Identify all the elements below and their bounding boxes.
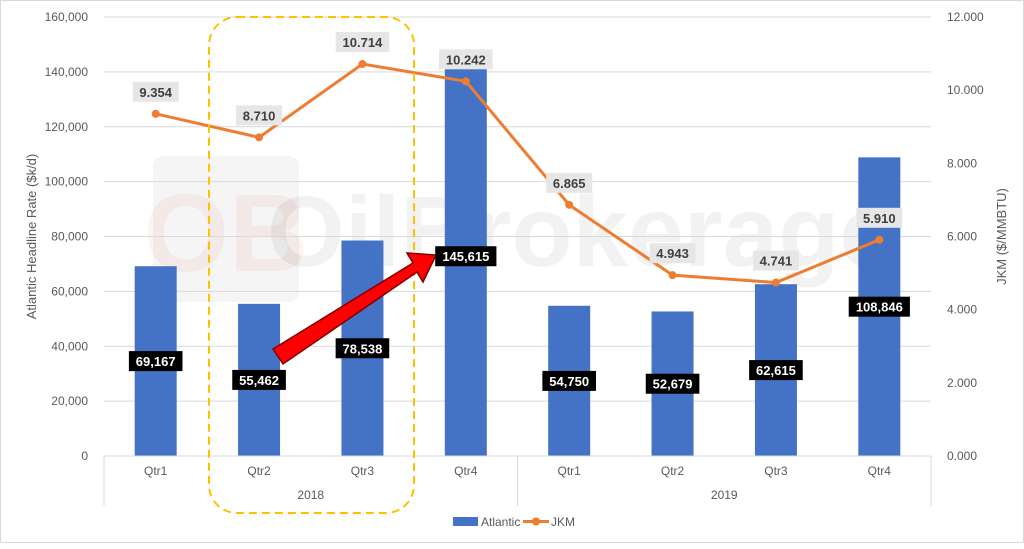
- y2-tick-label: 8.000: [947, 156, 977, 170]
- y2-tick-label: 10.000: [947, 83, 984, 97]
- x-tick-label: Qtr4: [454, 464, 478, 478]
- bar-data-label-box: [128, 351, 183, 372]
- bar-data-label-box: [645, 373, 700, 394]
- legend-swatch-atlantic: [453, 517, 478, 526]
- y-tick-label: 60,000: [51, 284, 88, 298]
- bar-data-label-box: [435, 246, 497, 267]
- y-tick-label: 100,000: [45, 175, 89, 189]
- bar-data-label: 69,167: [136, 354, 176, 369]
- x-tick-label: Qtr1: [558, 464, 582, 478]
- jkm-point: [461, 77, 470, 86]
- y2-tick-label: 6.000: [947, 230, 977, 244]
- bar-data-label: 52,679: [653, 377, 693, 392]
- legend-label-atlantic: Atlantic: [481, 515, 520, 529]
- jkm-data-label-box: [236, 105, 283, 126]
- jkm-data-label-box: [439, 49, 493, 70]
- x-tick-label: Qtr3: [764, 464, 788, 478]
- y-tick-label: 120,000: [45, 120, 89, 134]
- x-tick-label: Qtr3: [351, 464, 375, 478]
- bar-data-label: 55,462: [239, 373, 279, 388]
- bar-data-label-box: [232, 369, 286, 390]
- y-tick-label: 140,000: [45, 65, 89, 79]
- y-axis-title: Atlantic Headline Rate ($k/d): [24, 154, 39, 319]
- y-tick-label: 20,000: [51, 394, 88, 408]
- jkm-data-label-box: [335, 32, 390, 53]
- bar-data-label: 108,846: [856, 300, 903, 315]
- bar-data-label: 54,750: [549, 374, 589, 389]
- jkm-data-label-box: [752, 250, 799, 271]
- watermark-logo-box: [153, 156, 299, 302]
- jkm-data-label: 4.741: [760, 254, 793, 269]
- jkm-data-label: 10.714: [343, 35, 384, 50]
- y-tick-label: 160,000: [45, 10, 89, 24]
- x-group-label: 2019: [711, 488, 738, 502]
- jkm-point: [771, 278, 780, 287]
- red-arrow: [271, 252, 438, 366]
- jkm-data-label: 9.354: [139, 85, 172, 100]
- x-tick-label: Qtr2: [661, 464, 685, 478]
- y2-tick-label: 2.000: [947, 376, 977, 390]
- y2-tick-label: 0.000: [947, 449, 977, 463]
- jkm-data-label-box: [132, 81, 179, 102]
- jkm-point: [358, 60, 367, 69]
- jkm-data-label: 10.242: [446, 52, 486, 67]
- y-tick-label: 0: [81, 449, 88, 463]
- jkm-data-label-box: [649, 243, 696, 264]
- legend-label-jkm: JKM: [551, 515, 575, 529]
- bar-data-label-box: [335, 338, 390, 359]
- jkm-data-label: 4.943: [656, 246, 689, 261]
- jkm-data-label-box: [856, 207, 903, 228]
- bar-data-label-box: [848, 296, 910, 317]
- y2-tick-label: 4.000: [947, 303, 977, 317]
- jkm-point: [668, 271, 677, 280]
- jkm-point: [151, 109, 160, 118]
- bar-data-label-box: [542, 370, 596, 391]
- y2-axis-title: JKM ($/MMBTU): [994, 188, 1009, 285]
- jkm-point: [255, 133, 264, 142]
- jkm-data-label: 6.865: [553, 176, 586, 191]
- bar-data-label: 62,615: [756, 363, 796, 378]
- jkm-point: [875, 235, 884, 244]
- bar-data-label-box: [749, 360, 803, 381]
- x-tick-label: Qtr1: [144, 464, 168, 478]
- y-tick-label: 40,000: [51, 339, 88, 353]
- jkm-point: [565, 200, 574, 209]
- y-tick-label: 80,000: [51, 230, 88, 244]
- x-tick-label: Qtr4: [868, 464, 892, 478]
- y2-tick-label: 12.000: [947, 10, 984, 24]
- jkm-data-label-box: [546, 172, 593, 193]
- x-tick-label: Qtr2: [247, 464, 271, 478]
- jkm-data-label: 8.710: [243, 108, 276, 123]
- x-group-label: 2018: [297, 488, 324, 502]
- bar-data-label: 78,538: [343, 341, 383, 356]
- legend-marker-jkm: [532, 517, 540, 526]
- jkm-data-label: 5.910: [863, 211, 896, 226]
- bar-data-label: 145,615: [442, 249, 489, 264]
